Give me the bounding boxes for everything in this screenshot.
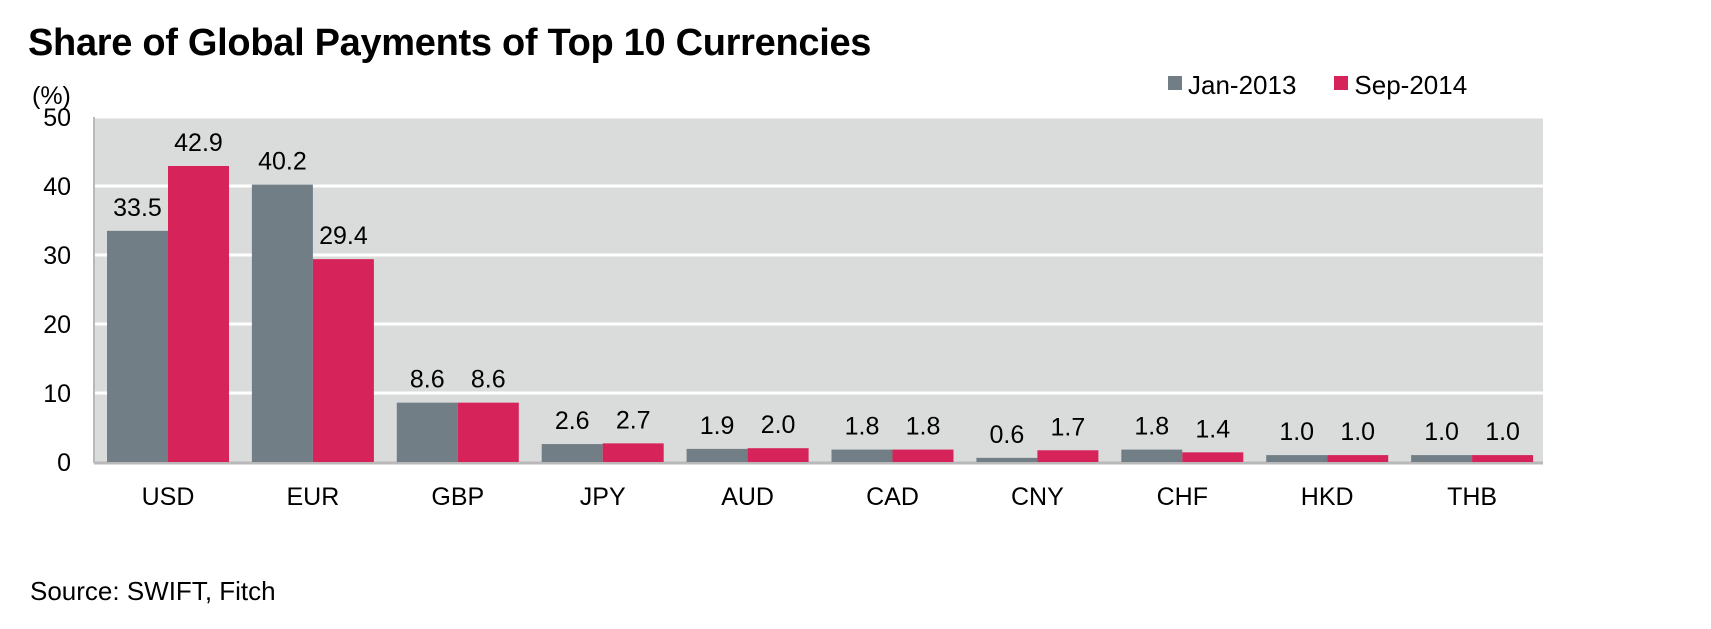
bar-aud-sep-2014 [747, 448, 809, 462]
data-label: 1.0 [1424, 418, 1459, 446]
bar-hkd-sep-2014 [1327, 455, 1389, 462]
x-tick-label: EUR [287, 483, 340, 511]
data-label: 1.8 [1134, 413, 1169, 441]
bar-jpy-jan-2013 [541, 444, 603, 462]
x-tick-label: CNY [1011, 483, 1064, 511]
data-label: 2.0 [761, 411, 796, 439]
legend-label-sep-2014: Sep-2014 [1354, 70, 1468, 100]
bar-hkd-jan-2013 [1266, 455, 1328, 462]
y-tick-label: 30 [43, 242, 71, 270]
bar-cny-jan-2013 [976, 457, 1038, 462]
bar-eur-sep-2014 [312, 259, 374, 462]
x-tick-label: USD [142, 483, 195, 511]
legend-item-sep-2014: Sep-2014 [1334, 70, 1467, 101]
x-tick-label: JPY [580, 483, 626, 511]
bar-gbp-sep-2014 [457, 402, 519, 462]
chart-legend: Jan-2013 Sep-2014 [1168, 70, 1505, 101]
bar-chf-sep-2014 [1182, 452, 1244, 462]
data-label: 33.5 [113, 194, 162, 222]
data-label: 40.2 [258, 148, 307, 176]
chart-title: Share of Global Payments of Top 10 Curre… [28, 22, 872, 64]
x-tick-label: CHF [1157, 483, 1208, 511]
data-label: 1.9 [700, 412, 735, 440]
data-label: 1.4 [1195, 415, 1230, 443]
data-label: 0.6 [990, 421, 1025, 449]
bar-eur-jan-2013 [251, 184, 313, 462]
y-tick-label: 40 [43, 173, 71, 201]
bar-aud-jan-2013 [686, 448, 748, 462]
bar-usd-sep-2014 [168, 165, 229, 463]
x-tick-label: CAD [866, 483, 919, 511]
data-label: 1.0 [1279, 418, 1314, 446]
data-label: 29.4 [319, 222, 368, 250]
data-label: 1.0 [1485, 418, 1520, 446]
bar-usd-jan-2013 [107, 230, 168, 462]
data-label: 1.8 [845, 413, 880, 441]
y-axis-unit-label: (%) [32, 82, 71, 110]
bar-thb-jan-2013 [1411, 455, 1473, 462]
x-tick-label: THB [1447, 483, 1497, 511]
bar-cny-sep-2014 [1037, 450, 1099, 462]
data-label: 8.6 [410, 366, 445, 394]
legend-item-jan-2013: Jan-2013 [1168, 70, 1296, 101]
bar-thb-sep-2014 [1472, 455, 1534, 462]
data-label: 1.8 [906, 413, 941, 441]
bar-cad-jan-2013 [831, 449, 893, 462]
x-tick-label: AUD [721, 483, 774, 511]
data-label: 2.7 [616, 406, 651, 434]
legend-swatch-sep-2014 [1334, 75, 1349, 90]
data-label: 8.6 [471, 366, 506, 394]
y-tick-label: 0 [57, 449, 71, 477]
source-note: Source: SWIFT, Fitch [30, 576, 276, 606]
bar-cad-sep-2014 [892, 449, 954, 462]
bar-chf-jan-2013 [1121, 449, 1183, 462]
legend-label-jan-2013: Jan-2013 [1188, 70, 1297, 100]
data-label: 42.9 [174, 129, 223, 157]
y-tick-label: 50 [43, 104, 71, 132]
x-tick-label: HKD [1301, 483, 1354, 511]
bar-gbp-jan-2013 [396, 402, 458, 462]
legend-swatch-jan-2013 [1168, 75, 1182, 90]
data-label: 1.7 [1051, 413, 1086, 441]
x-tick-label: GBP [431, 483, 484, 511]
data-label: 2.6 [555, 407, 590, 435]
y-tick-label: 20 [43, 311, 71, 339]
y-tick-label: 10 [43, 380, 71, 408]
bar-jpy-sep-2014 [602, 443, 664, 462]
data-label: 1.0 [1340, 418, 1375, 446]
